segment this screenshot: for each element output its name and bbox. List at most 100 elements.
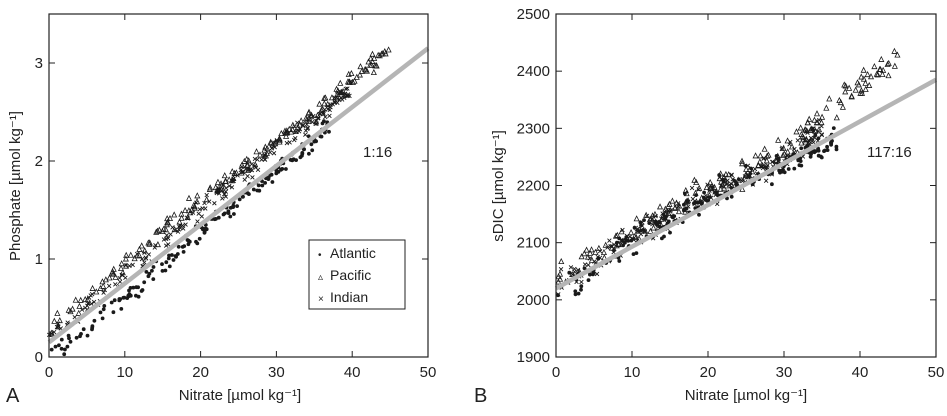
y-tick-label: 1900 xyxy=(517,349,550,366)
data-point xyxy=(59,346,64,351)
data-point xyxy=(191,202,198,210)
y-tick-label: 2500 xyxy=(517,6,550,23)
data-point xyxy=(142,280,147,285)
data-point xyxy=(267,150,273,155)
data-point xyxy=(260,183,265,188)
data-point xyxy=(90,325,95,330)
data-point xyxy=(111,310,116,315)
data-point xyxy=(185,216,190,221)
data-point xyxy=(612,232,619,239)
data-point xyxy=(235,204,240,209)
data-point xyxy=(164,233,169,238)
data-point xyxy=(692,201,697,207)
data-point xyxy=(174,254,179,259)
data-point xyxy=(219,188,225,193)
data-point xyxy=(819,154,823,159)
data-point xyxy=(720,183,725,189)
data-point xyxy=(675,201,681,206)
data-point xyxy=(775,136,782,143)
data-point xyxy=(353,73,360,80)
data-point xyxy=(252,163,258,169)
data-point xyxy=(785,153,790,158)
data-point xyxy=(671,204,678,211)
data-point xyxy=(166,214,174,222)
data-point xyxy=(728,181,734,187)
data-point xyxy=(796,158,801,163)
data-point xyxy=(72,314,77,320)
data-point xyxy=(842,88,849,95)
data-point xyxy=(177,224,182,230)
data-point xyxy=(310,148,315,153)
data-point xyxy=(112,273,119,280)
data-point xyxy=(262,152,268,158)
series-atlantic-points xyxy=(49,119,331,357)
data-point xyxy=(263,181,267,185)
data-point xyxy=(765,151,772,158)
data-point xyxy=(760,165,766,171)
data-point xyxy=(109,268,116,275)
data-point xyxy=(183,222,188,227)
data-point xyxy=(829,141,834,145)
x-tick-label: 0 xyxy=(552,364,560,381)
data-point xyxy=(864,70,871,78)
data-point xyxy=(110,270,117,277)
data-point xyxy=(841,81,848,88)
data-point xyxy=(754,171,760,176)
data-point xyxy=(885,59,892,66)
data-point xyxy=(725,178,730,183)
y-tick-label: 1 xyxy=(35,251,43,268)
data-point xyxy=(765,163,770,168)
data-point xyxy=(221,182,226,188)
data-point xyxy=(661,214,668,221)
data-point xyxy=(136,285,141,290)
data-point xyxy=(682,208,689,215)
data-point xyxy=(216,215,221,220)
data-point xyxy=(204,227,209,232)
data-point xyxy=(322,94,329,101)
data-point xyxy=(633,215,640,222)
data-point xyxy=(283,132,290,139)
data-point xyxy=(685,199,691,205)
data-point xyxy=(583,246,590,253)
data-point xyxy=(752,166,758,172)
data-point xyxy=(555,278,562,285)
panel-a-letter: A xyxy=(6,385,20,407)
data-point xyxy=(229,185,235,190)
data-point xyxy=(146,239,153,246)
data-point xyxy=(185,194,193,201)
data-point xyxy=(669,213,674,218)
data-point xyxy=(167,264,172,269)
data-point xyxy=(178,214,185,221)
data-point xyxy=(163,221,170,228)
data-point xyxy=(320,121,325,126)
data-point xyxy=(315,116,321,121)
data-point xyxy=(228,205,233,210)
data-point xyxy=(53,344,58,349)
data-point xyxy=(792,166,797,171)
data-point xyxy=(292,124,297,129)
data-point xyxy=(874,71,881,78)
data-point xyxy=(188,206,195,213)
data-point xyxy=(345,86,350,91)
data-point xyxy=(573,289,578,294)
data-point xyxy=(317,111,323,117)
data-point xyxy=(251,187,256,192)
data-point xyxy=(804,119,811,126)
data-point xyxy=(139,256,145,262)
data-point xyxy=(363,67,370,74)
data-point xyxy=(303,116,310,123)
data-point xyxy=(163,236,169,242)
data-point xyxy=(182,244,187,249)
data-point xyxy=(150,268,154,273)
data-point xyxy=(638,231,644,237)
x-tick-label: 40 xyxy=(344,364,361,381)
data-point xyxy=(301,147,306,152)
data-point xyxy=(266,175,271,180)
data-point xyxy=(146,252,152,257)
data-point xyxy=(376,52,383,59)
data-point xyxy=(215,188,220,193)
x-tick-label: 50 xyxy=(420,364,437,381)
data-point xyxy=(235,173,240,178)
data-point xyxy=(834,147,839,152)
